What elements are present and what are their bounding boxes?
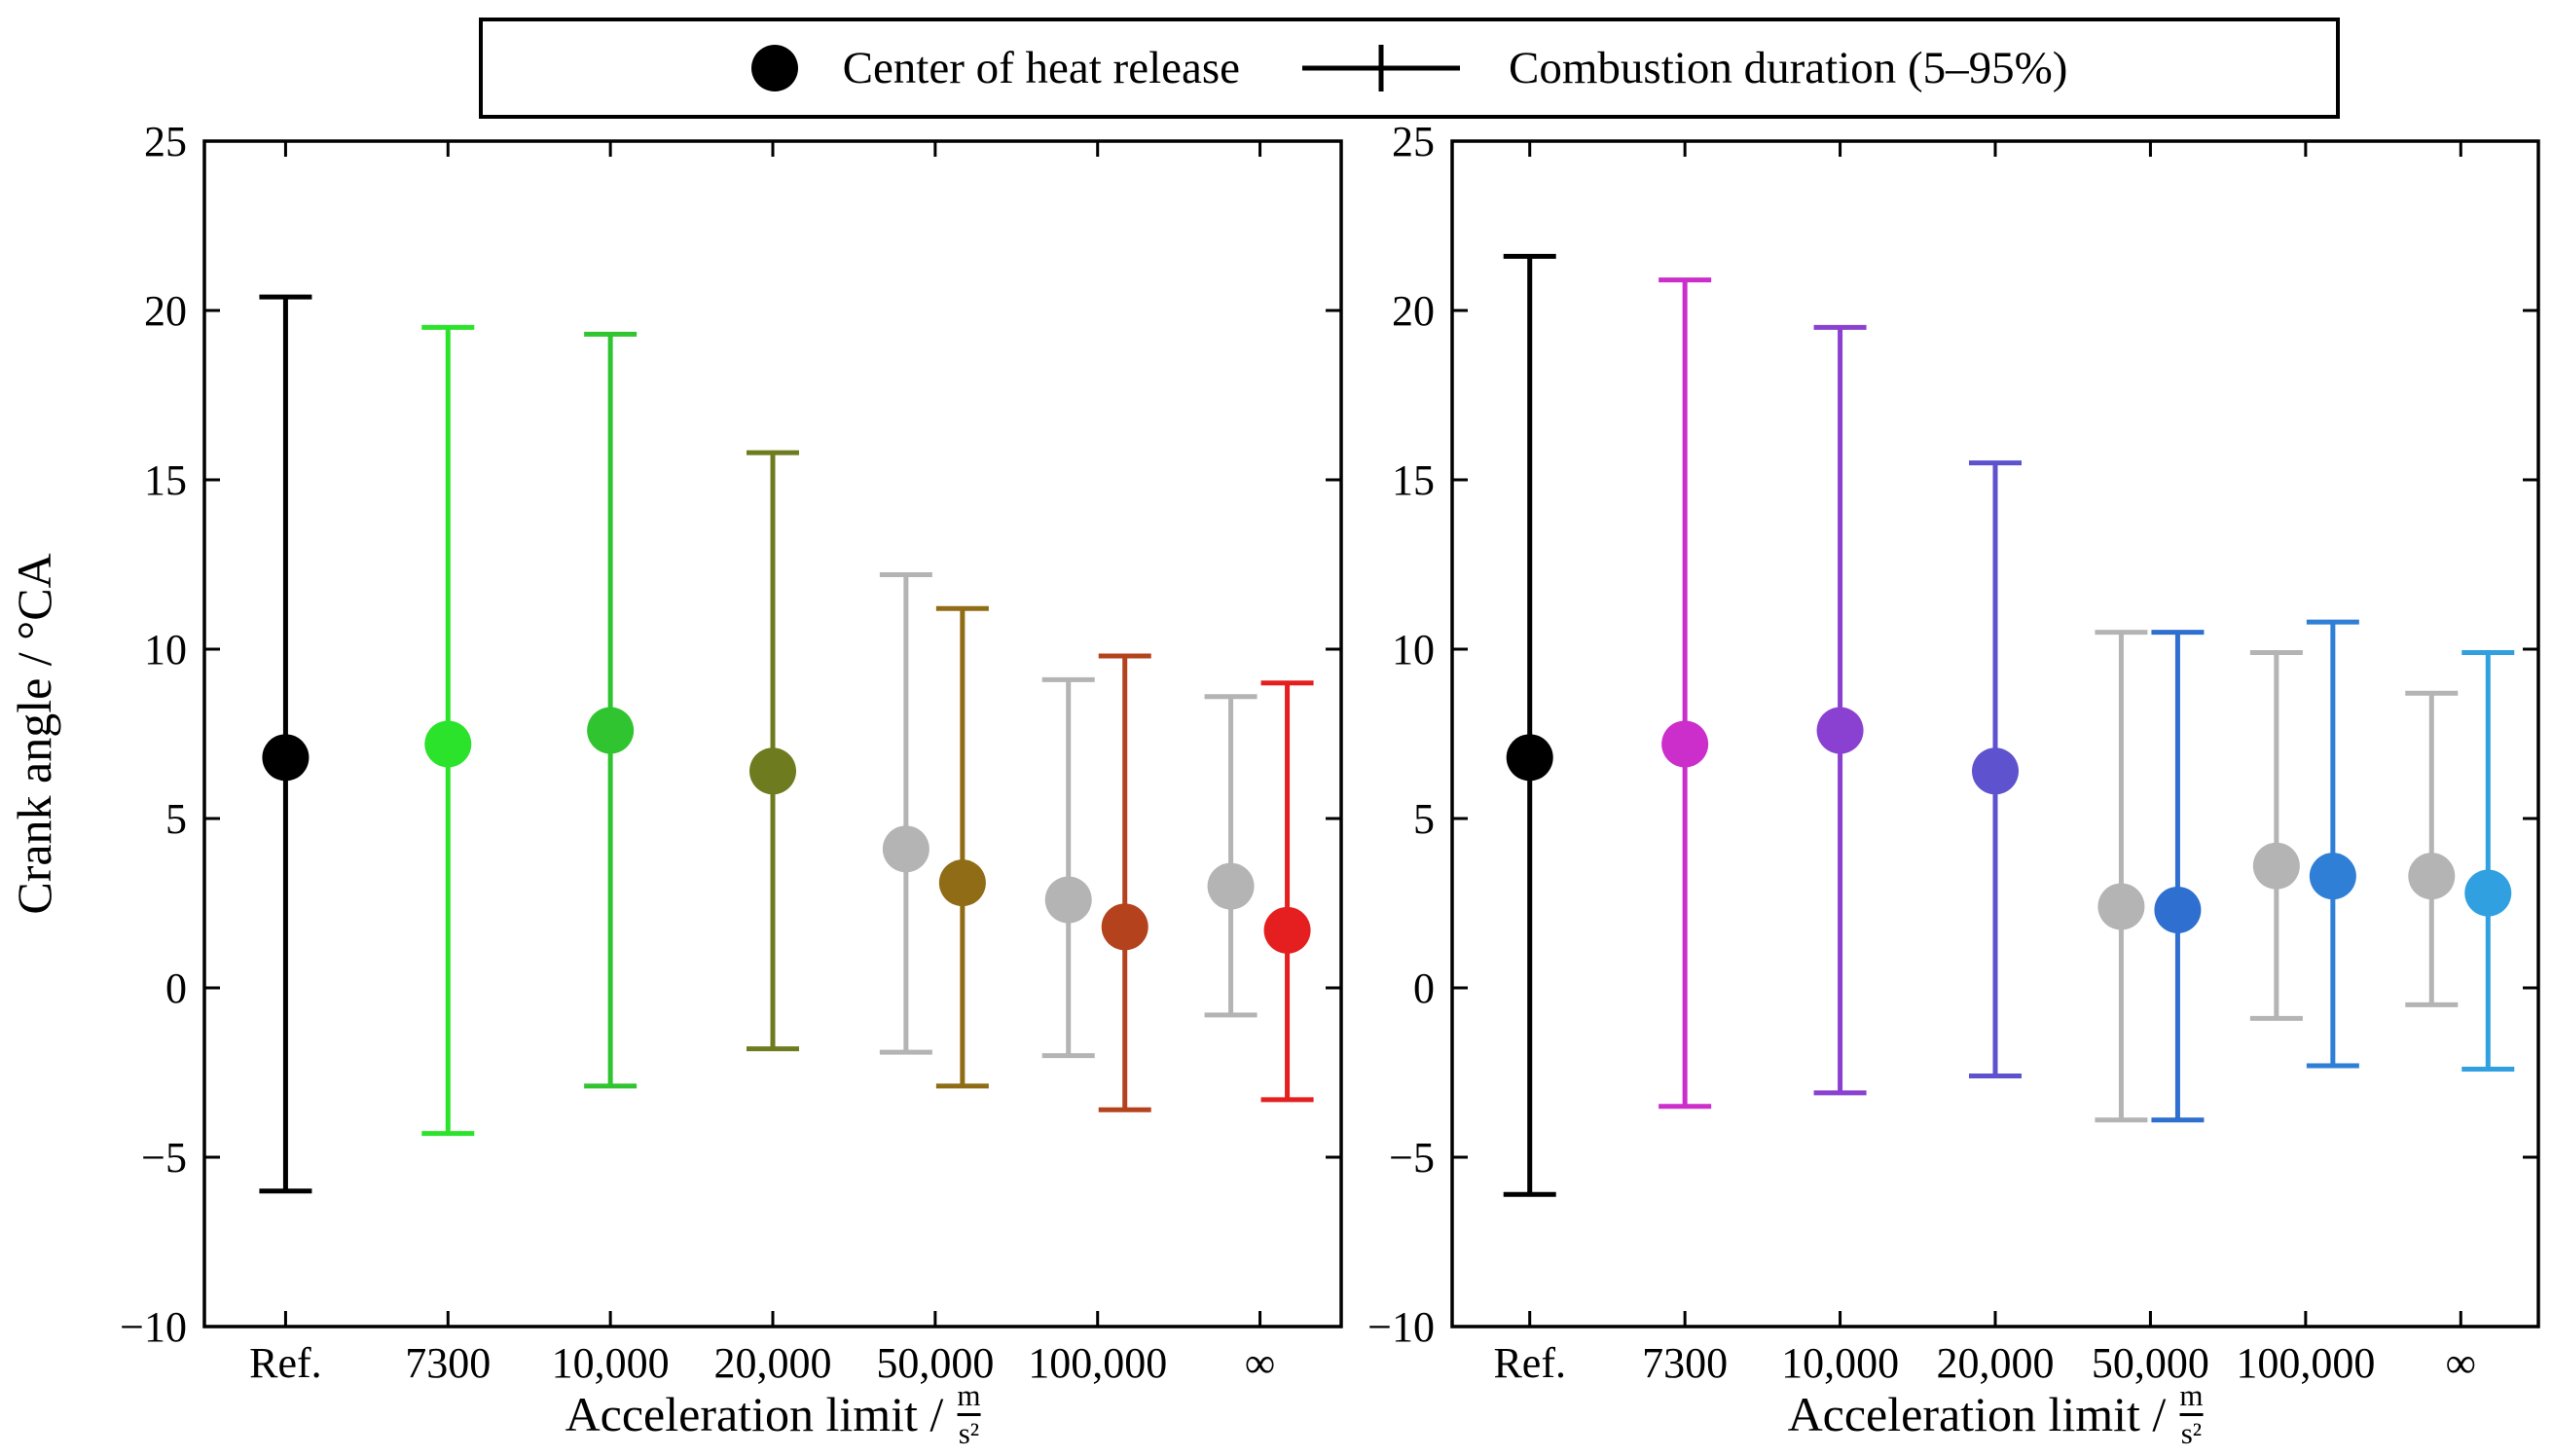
fraction-denominator: s² bbox=[2180, 1416, 2203, 1450]
x-tick-label: 50,000 bbox=[2092, 1339, 2209, 1387]
data-point-marker bbox=[1044, 876, 1092, 924]
errorbar-point bbox=[1969, 460, 2022, 1078]
x-tick-label: 100,000 bbox=[2236, 1339, 2375, 1387]
x-axis-label-text: Acceleration limit / bbox=[1787, 1387, 2167, 1441]
data-point-marker bbox=[2252, 842, 2300, 890]
x-tick-label: ∞ bbox=[2446, 1339, 2476, 1387]
data-point-marker bbox=[882, 825, 930, 873]
y-axis-label: Crank angle / °CA bbox=[7, 553, 61, 914]
x-tick-label: 7300 bbox=[1642, 1339, 1728, 1387]
fraction-numerator: m bbox=[957, 1378, 981, 1412]
errorbar-point bbox=[1813, 324, 1867, 1096]
data-point-marker bbox=[2154, 886, 2202, 933]
x-tick-label: Ref. bbox=[249, 1339, 322, 1387]
x-tick-label: 20,000 bbox=[1937, 1339, 2055, 1387]
y-tick-label: 20 bbox=[1392, 287, 1435, 335]
y-tick-label: 5 bbox=[1413, 795, 1435, 843]
legend-item-center-of-heat-release: Center of heat release bbox=[750, 42, 1240, 94]
errorbar-point bbox=[2249, 649, 2303, 1021]
fraction-denominator: s² bbox=[958, 1416, 980, 1450]
legend-label: Combustion duration (5–95%) bbox=[1509, 43, 2068, 93]
data-point-marker bbox=[749, 747, 796, 795]
x-axis-unit-fraction: m s² bbox=[957, 1378, 981, 1450]
y-tick-label: 10 bbox=[144, 626, 187, 673]
data-point-marker bbox=[1207, 862, 1255, 910]
errorbar-point bbox=[2461, 649, 2515, 1073]
x-tick-label: 7300 bbox=[405, 1339, 491, 1387]
y-tick-label: 25 bbox=[1392, 118, 1435, 165]
data-point-marker bbox=[587, 707, 635, 754]
y-tick-label: 15 bbox=[144, 456, 187, 504]
y-tick-label: −10 bbox=[1367, 1303, 1435, 1351]
data-point-marker bbox=[1661, 720, 1709, 768]
errorbar-point bbox=[935, 605, 989, 1089]
x-axis-label-right: Acceleration limit / m s² bbox=[1788, 1380, 2204, 1448]
errorbar-point bbox=[2151, 630, 2205, 1123]
errorbar-point bbox=[1260, 680, 1314, 1103]
x-tick-label: 10,000 bbox=[552, 1339, 670, 1387]
x-axis-label-left: Acceleration limit / m s² bbox=[565, 1380, 981, 1448]
left-panel: 25 20 15 10 5 0 −5 −10 Ref. 7300 10,000 20,000 50,00… bbox=[7, 118, 1343, 1387]
fraction-bar bbox=[2179, 1413, 2204, 1416]
y-tick-label: 20 bbox=[144, 287, 187, 335]
legend-item-combustion-duration: Combustion duration (5–95%) bbox=[1298, 39, 2067, 97]
y-tick-label: −5 bbox=[1389, 1134, 1435, 1182]
y-tick-label: 25 bbox=[144, 118, 187, 165]
x-tick-label: 100,000 bbox=[1028, 1339, 1167, 1387]
data-point-marker bbox=[2309, 853, 2356, 900]
errorbar-point bbox=[1098, 653, 1151, 1112]
fraction-numerator: m bbox=[2179, 1378, 2204, 1412]
data-point-marker bbox=[1972, 747, 2019, 795]
x-tick-label: ∞ bbox=[1245, 1339, 1275, 1387]
data-point-marker bbox=[2464, 869, 2512, 917]
errorbar-point bbox=[1204, 694, 1258, 1018]
fraction-bar bbox=[957, 1413, 981, 1416]
y-tick-label: 10 bbox=[1392, 626, 1435, 673]
x-axis-label-text: Acceleration limit / bbox=[565, 1387, 944, 1441]
data-point-marker bbox=[1263, 906, 1311, 954]
data-point-marker bbox=[262, 734, 310, 782]
y-tick-label: 0 bbox=[1413, 965, 1435, 1012]
errorbar-icon bbox=[1302, 45, 1460, 91]
filled-circle-icon bbox=[750, 45, 798, 91]
errorbar-point bbox=[584, 331, 638, 1089]
errorbar-point bbox=[1659, 277, 1712, 1110]
y-tick-label: −5 bbox=[141, 1134, 187, 1182]
y-tick-label: −10 bbox=[120, 1303, 187, 1351]
y-tick-label: 15 bbox=[1392, 456, 1435, 504]
x-tick-label: 10,000 bbox=[1781, 1339, 1899, 1387]
y-tick-label: 0 bbox=[165, 965, 187, 1012]
data-point-marker bbox=[2097, 883, 2145, 930]
x-tick-label: 50,000 bbox=[876, 1339, 994, 1387]
data-point-marker bbox=[1816, 707, 1864, 754]
errorbar-point bbox=[1503, 253, 1556, 1197]
data-point-marker bbox=[2408, 853, 2456, 900]
data-point-marker bbox=[1101, 903, 1148, 951]
errorbar-point bbox=[747, 450, 799, 1052]
data-point-marker bbox=[424, 720, 472, 768]
x-tick-label: 20,000 bbox=[714, 1339, 832, 1387]
y-tick-label: 5 bbox=[165, 795, 187, 843]
errorbar-point bbox=[1041, 676, 1095, 1059]
legend: Center of heat release Combustion durati… bbox=[479, 18, 2340, 119]
errorbar-point bbox=[421, 324, 475, 1137]
errorbar-point bbox=[879, 571, 932, 1055]
errorbar-point bbox=[2306, 619, 2359, 1069]
x-tick-label: Ref. bbox=[1493, 1339, 1566, 1387]
errorbar-point bbox=[259, 294, 312, 1194]
data-point-marker bbox=[938, 859, 986, 907]
x-axis-unit-fraction: m s² bbox=[2179, 1378, 2204, 1450]
legend-label: Center of heat release bbox=[842, 43, 1240, 93]
data-point-marker bbox=[1506, 734, 1553, 782]
right-panel: 25 20 15 10 5 0 −5 −10 Ref. 7300 10,000 20,000 50,00… bbox=[1367, 118, 2540, 1387]
errorbar-point bbox=[2405, 690, 2459, 1007]
errorbar-point bbox=[2095, 630, 2148, 1123]
